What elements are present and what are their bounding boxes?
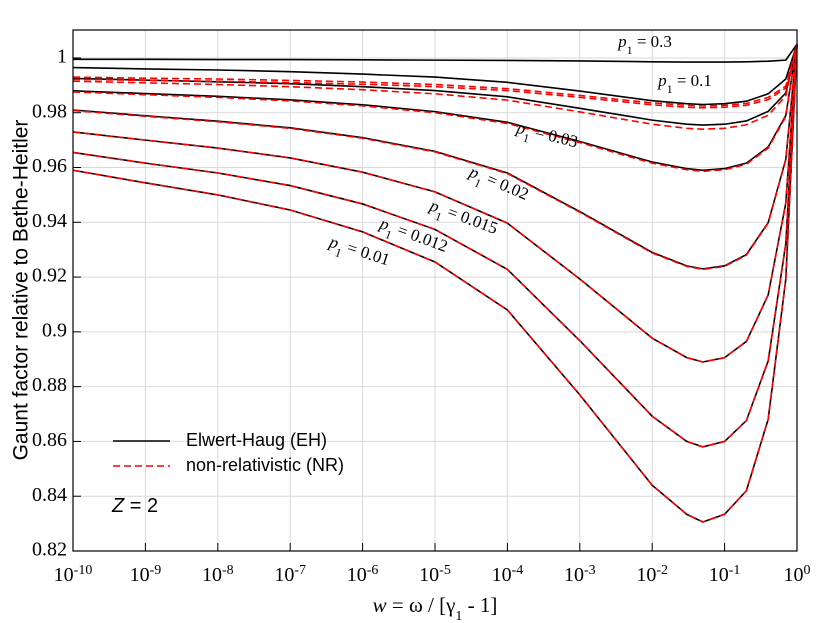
grid xyxy=(72,30,798,552)
legend-label: non-relativistic (NR) xyxy=(186,455,344,475)
x-tick-label: 10-1 xyxy=(709,563,741,587)
x-tick-label: 10-6 xyxy=(347,563,379,587)
curve-label: p1 = 0.01 xyxy=(324,232,392,275)
y-tick-label: 0.82 xyxy=(32,539,67,561)
y-tick-label: 0.98 xyxy=(32,100,67,122)
x-tick-label: 10-2 xyxy=(636,563,668,587)
curve-label: p1 = 0.3 xyxy=(617,32,672,57)
x-tick-label: 10-7 xyxy=(274,563,306,587)
data-line xyxy=(72,44,798,107)
y-tick-label: 1 xyxy=(57,46,67,68)
data-line xyxy=(72,43,798,106)
y-axis-title: Gaunt factor relative to Bethe-Heitler xyxy=(10,120,33,461)
x-tick-label: 10-4 xyxy=(492,563,524,587)
data-line xyxy=(72,44,798,271)
curve-label: p1 = 0.03 xyxy=(512,118,580,158)
x-axis-title: w = ω / [γ1 - 1] xyxy=(373,593,498,623)
data-line xyxy=(72,44,798,172)
y-tick-label: 0.94 xyxy=(32,210,67,232)
data-line xyxy=(72,44,798,126)
annotation: Z = 2 xyxy=(111,495,158,517)
data-line xyxy=(72,44,798,173)
x-tick-label: 100 xyxy=(784,563,811,587)
curve-label: p1 = 0.02 xyxy=(463,162,531,210)
y-tick-label: 0.86 xyxy=(32,429,67,451)
data-line xyxy=(73,43,798,63)
data-line xyxy=(72,44,798,523)
data-line xyxy=(72,44,798,363)
x-tick-label: 10-3 xyxy=(564,563,596,587)
legend-label: Elwert-Haug (EH) xyxy=(186,430,327,450)
data-line xyxy=(72,44,798,448)
curves xyxy=(72,43,798,523)
x-tick-label: 10-8 xyxy=(202,563,234,587)
x-tick-label: 10-5 xyxy=(419,563,451,587)
legend: Elwert-Haug (EH) non-relativistic (NR) xyxy=(113,430,344,475)
data-line xyxy=(72,44,798,109)
x-tick-label: 10-10 xyxy=(54,563,93,587)
curve-label: p1 = 0.1 xyxy=(657,71,712,96)
y-tick-label: 0.92 xyxy=(32,265,67,287)
y-tick-label: 0.84 xyxy=(32,484,67,506)
x-tick-label: 10-9 xyxy=(130,563,162,587)
y-tick-label: 0.88 xyxy=(32,374,67,396)
data-line xyxy=(72,44,798,130)
y-tick-label: 0.96 xyxy=(32,155,67,177)
y-tick-label: 0.9 xyxy=(42,319,67,341)
